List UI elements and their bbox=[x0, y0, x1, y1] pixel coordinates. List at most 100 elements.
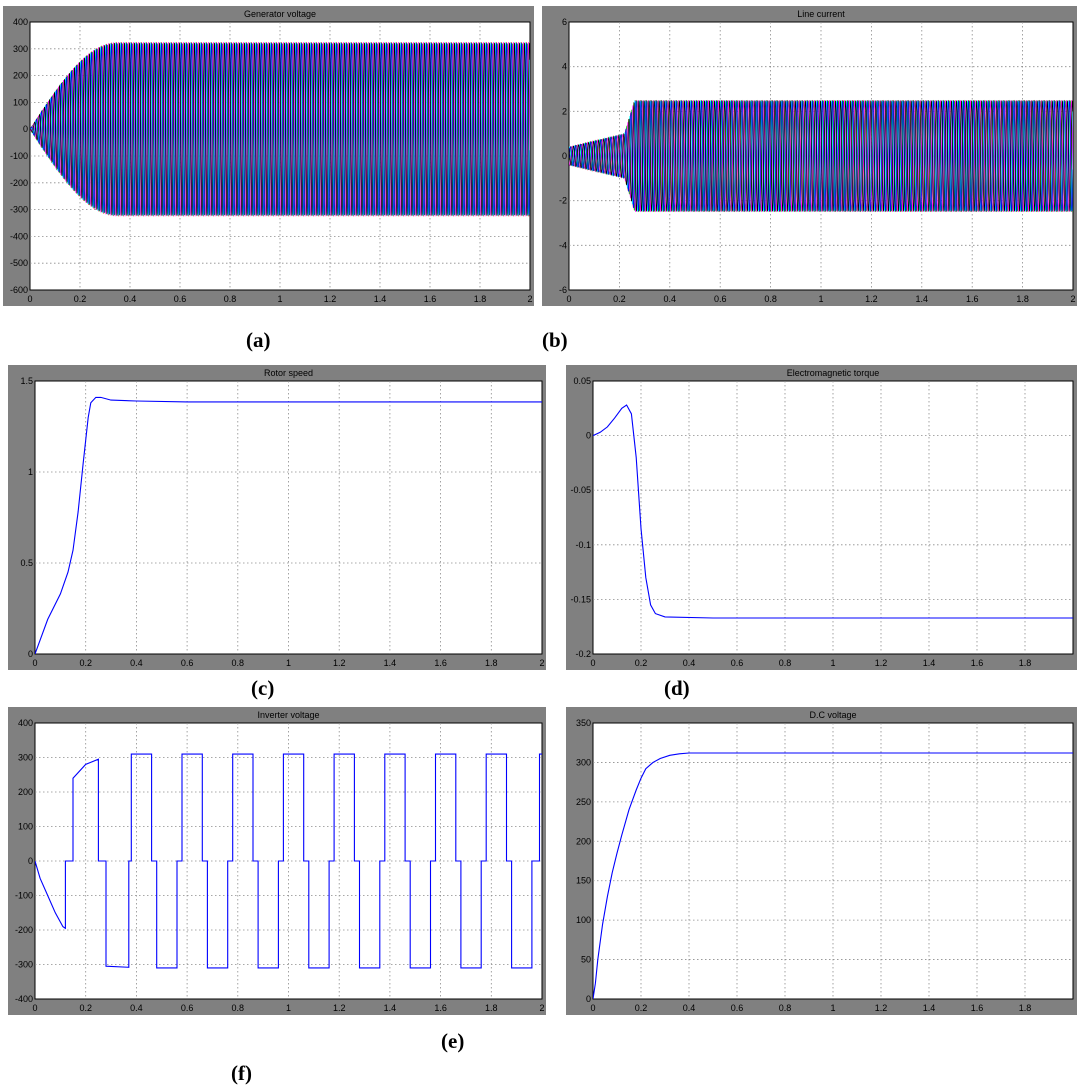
chart-title: D.C voltage bbox=[809, 710, 856, 720]
x-tick-label: 1.2 bbox=[875, 1003, 888, 1013]
x-tick-label: 0.4 bbox=[664, 294, 677, 304]
x-tick-label: 1.2 bbox=[865, 294, 878, 304]
x-tick-label: 0.4 bbox=[130, 658, 143, 668]
y-tick-label: 150 bbox=[576, 876, 591, 886]
y-tick-label: 350 bbox=[576, 718, 591, 728]
y-tick-label: 400 bbox=[18, 718, 33, 728]
x-tick-label: 0.8 bbox=[224, 294, 237, 304]
x-tick-label: 2 bbox=[539, 1003, 544, 1013]
y-tick-label: 0 bbox=[586, 994, 591, 1004]
x-tick-label: 1.4 bbox=[384, 658, 397, 668]
x-tick-label: 0.8 bbox=[764, 294, 777, 304]
y-tick-label: -0.05 bbox=[570, 485, 591, 495]
y-tick-label: 100 bbox=[13, 97, 28, 107]
x-tick-label: 1.4 bbox=[923, 658, 936, 668]
x-tick-label: 0 bbox=[590, 1003, 595, 1013]
x-tick-label: 1.8 bbox=[474, 294, 487, 304]
series-line bbox=[593, 752, 1073, 999]
y-tick-label: 0 bbox=[586, 431, 591, 441]
y-tick-label: 400 bbox=[13, 17, 28, 27]
x-tick-label: 0 bbox=[32, 1003, 37, 1013]
chart-panel-inverter-voltage: Inverter voltage 0 0.2 0.4 0.6 0.8 1 1.2 1.4 1.6 1… bbox=[8, 707, 546, 1015]
caption-f: (f) bbox=[231, 1061, 252, 1085]
x-tick-label: 0.2 bbox=[79, 658, 92, 668]
x-tick-label: 0.2 bbox=[613, 294, 626, 304]
x-tick-label: 0.4 bbox=[124, 294, 137, 304]
x-tick-label: 1.6 bbox=[434, 1003, 447, 1013]
x-tick-label: 1.6 bbox=[434, 658, 447, 668]
series-group bbox=[35, 396, 542, 654]
x-tick-label: 0.2 bbox=[635, 1003, 648, 1013]
y-tick-label: 50 bbox=[581, 955, 591, 965]
series-line-phase bbox=[30, 42, 530, 216]
x-tick-label: 0.8 bbox=[779, 1003, 792, 1013]
chart-panel-electromagnetic-torque: Electromagnetic torque 0 0.2 0.4 0.6 0.8 1 1.2 1… bbox=[566, 365, 1077, 670]
y-tick-label: 0.5 bbox=[20, 558, 33, 568]
series-line bbox=[593, 404, 1073, 619]
chart-title: Generator voltage bbox=[244, 9, 316, 19]
x-tick-label: 1.2 bbox=[875, 658, 888, 668]
x-tick-label: 2 bbox=[527, 294, 532, 304]
x-tick-label: 1 bbox=[286, 658, 291, 668]
y-tick-label: 200 bbox=[576, 836, 591, 846]
x-tick-label: 1.8 bbox=[485, 658, 498, 668]
chart-line-current: Line current 0 0.2 0.4 0.6 0.8 1 1.2 1.4 1.6 1.8 2 -… bbox=[559, 9, 1076, 304]
x-tick-label: 1.4 bbox=[916, 294, 929, 304]
y-tick-label: -500 bbox=[10, 258, 28, 268]
x-tick-label: 0.6 bbox=[181, 658, 194, 668]
series-line-phase bbox=[569, 100, 1073, 212]
x-tick-label: 0.4 bbox=[683, 658, 696, 668]
x-tick-label: 0.6 bbox=[181, 1003, 194, 1013]
y-tick-label: -300 bbox=[10, 205, 28, 215]
x-tick-label: 0.6 bbox=[174, 294, 187, 304]
y-tick-label: -2 bbox=[559, 196, 567, 206]
y-tick-label: 0 bbox=[23, 124, 28, 134]
chart-panel-line-current: Line current 0 0.2 0.4 0.6 0.8 1 1.2 1.4 1.6 1.8 2 -… bbox=[542, 6, 1077, 306]
x-tick-label: 0.2 bbox=[74, 294, 87, 304]
y-tick-label: -600 bbox=[10, 285, 28, 295]
chart-electromagnetic-torque: Electromagnetic torque 0 0.2 0.4 0.6 0.8 1 1.2 1… bbox=[570, 368, 1074, 668]
x-tick-label: 1.6 bbox=[966, 294, 979, 304]
x-tick-label: 0 bbox=[590, 658, 595, 668]
x-tick-label: 1.6 bbox=[424, 294, 437, 304]
y-tick-label: -400 bbox=[15, 994, 33, 1004]
y-tick-label: 100 bbox=[18, 822, 33, 832]
series-group bbox=[35, 753, 542, 969]
x-tick-label: 0.8 bbox=[779, 658, 792, 668]
x-tick-label: 2 bbox=[1070, 294, 1075, 304]
y-tick-label: 0 bbox=[562, 151, 567, 161]
x-tick-label: 0.6 bbox=[731, 658, 744, 668]
x-tick-label: 0 bbox=[27, 294, 32, 304]
y-tick-label: 0 bbox=[28, 649, 33, 659]
y-tick-label: -200 bbox=[15, 925, 33, 935]
y-tick-label: 1.5 bbox=[20, 376, 33, 386]
x-tick-label: 1.4 bbox=[923, 1003, 936, 1013]
y-tick-label: -4 bbox=[559, 240, 567, 250]
y-tick-label: -200 bbox=[10, 178, 28, 188]
y-tick-label: 0 bbox=[28, 856, 33, 866]
chart-panel-dc-voltage: D.C voltage 0 0.2 0.4 0.6 0.8 1 1.2 1.4 1.6 1.8 0 50… bbox=[566, 707, 1077, 1015]
x-tick-label: 1.4 bbox=[374, 294, 387, 304]
y-tick-label: 200 bbox=[13, 71, 28, 81]
x-tick-label: 0.2 bbox=[635, 658, 648, 668]
y-tick-label: 100 bbox=[576, 915, 591, 925]
y-tick-label: -100 bbox=[15, 891, 33, 901]
x-tick-label: 1.8 bbox=[485, 1003, 498, 1013]
y-tick-label: -0.15 bbox=[570, 594, 591, 604]
chart-title: Line current bbox=[797, 9, 845, 19]
x-tick-label: 0.4 bbox=[683, 1003, 696, 1013]
chart-title: Rotor speed bbox=[264, 368, 313, 378]
x-tick-label: 1 bbox=[830, 1003, 835, 1013]
caption-d: (d) bbox=[664, 676, 690, 700]
series-line-phase bbox=[30, 43, 530, 216]
x-tick-label: 1.2 bbox=[333, 1003, 346, 1013]
series-group bbox=[593, 404, 1073, 619]
y-tick-label: 200 bbox=[18, 787, 33, 797]
y-tick-label: 2 bbox=[562, 106, 567, 116]
x-tick-label: 1.4 bbox=[384, 1003, 397, 1013]
x-tick-label: 1.6 bbox=[971, 1003, 984, 1013]
x-tick-label: 0.4 bbox=[130, 1003, 143, 1013]
chart-generator-voltage: Generator voltage 0 0.2 0.4 0.6 0.8 1 1.2 1.4 1.6… bbox=[10, 9, 533, 304]
y-tick-label: 6 bbox=[562, 17, 567, 27]
chart-panel-rotor-speed: Rotor speed 0 0.2 0.4 0.6 0.8 1 1.2 1.4 1.6 1.8 2 0 0… bbox=[8, 365, 546, 670]
